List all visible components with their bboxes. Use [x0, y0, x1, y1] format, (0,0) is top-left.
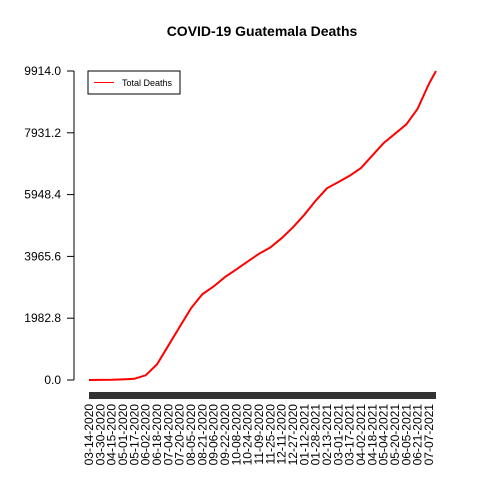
y-tick-label: 3965.6: [24, 249, 61, 263]
x-tick-label: 03-14-2020: [82, 404, 96, 466]
x-tick-label: 07-07-2021: [422, 404, 436, 466]
x-tick-label: 12-27-2020: [286, 404, 300, 466]
y-tick-label: 0.0: [44, 373, 61, 387]
x-tick-label: 02-13-2021: [320, 404, 334, 466]
y-tick-label: 7931.2: [24, 126, 61, 140]
y-axis: 0.0 1982.8 3965.6 5948.4 7931.2 9914.0: [24, 64, 75, 387]
x-tick-label: 04-15-2020: [105, 404, 119, 466]
x-tick-label: 07-04-2020: [161, 404, 175, 466]
x-tick-label: 08-05-2020: [184, 404, 198, 466]
x-tick-label: 03-01-2021: [331, 404, 345, 466]
x-tick-label: 12-11-2020: [275, 404, 289, 465]
y-tick-label: 1982.8: [24, 311, 61, 325]
x-tick-label: 10-24-2020: [241, 404, 255, 466]
chart-title: COVID-19 Guatemala Deaths: [167, 23, 358, 39]
legend: Total Deaths: [87, 70, 181, 95]
x-tick-label: 06-18-2020: [150, 404, 164, 466]
legend-label-total-deaths: Total Deaths: [122, 78, 173, 88]
x-tick-band: [89, 392, 436, 399]
series-line-total-deaths: [88, 70, 437, 381]
x-tick-label: 06-21-2021: [411, 404, 425, 466]
x-tick-label: 04-18-2021: [365, 404, 379, 466]
x-tick-label: 01-12-2021: [297, 404, 311, 466]
x-tick-label: 03-17-2021: [343, 404, 357, 466]
x-tick-label: 06-02-2020: [139, 404, 153, 466]
x-tick-label: 04-02-2021: [354, 404, 368, 466]
x-axis: 03-14-202003-30-202004-15-202005-01-2020…: [82, 392, 436, 465]
x-tick-label: 11-25-2020: [263, 404, 277, 465]
legend-box: [87, 70, 181, 95]
x-tick-label: 06-05-2021: [399, 404, 413, 466]
x-tick-label: 09-22-2020: [218, 404, 232, 466]
y-tick-label: 5948.4: [24, 188, 61, 202]
x-tick-label: 05-17-2020: [127, 404, 141, 466]
x-tick-label: 10-08-2020: [229, 404, 243, 466]
x-tick-label: 01-28-2021: [309, 404, 323, 466]
x-tick-label: 05-04-2021: [377, 404, 391, 466]
x-tick-label: 08-21-2020: [195, 404, 209, 466]
y-tick-label: 9914.0: [24, 64, 61, 78]
x-tick-label: 03-30-2020: [93, 404, 107, 466]
x-tick-label: 11-09-2020: [252, 404, 266, 465]
x-tick-label: 05-20-2021: [388, 404, 402, 466]
x-tick-label: 09-06-2020: [207, 404, 221, 466]
x-tick-label: 05-01-2020: [116, 404, 130, 466]
x-tick-label: 07-20-2020: [173, 404, 187, 466]
